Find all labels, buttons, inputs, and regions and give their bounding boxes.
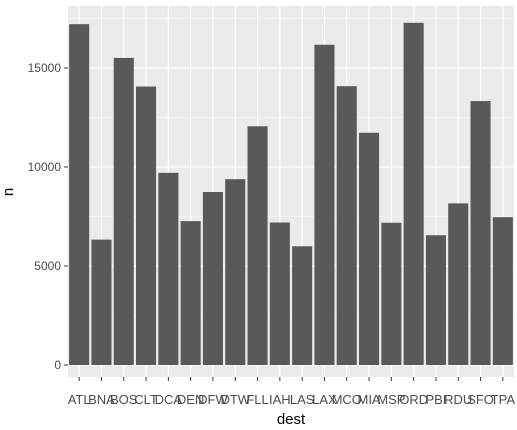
x-tick-label: BNA	[88, 392, 115, 407]
x-tick-label: MSP	[377, 392, 405, 407]
x-tick-label: ATL	[68, 392, 91, 407]
bar-msp	[381, 222, 402, 365]
bar-atl	[69, 24, 90, 365]
bar-clt	[136, 86, 157, 365]
y-tick-label: 0	[54, 358, 61, 372]
x-tick-label: MIA	[357, 392, 380, 407]
y-tick-label: 10000	[28, 160, 62, 174]
x-tick-label: DTW	[220, 392, 250, 407]
y-axis-ticks: 0 5000 10000 15000	[28, 61, 68, 372]
bar-dca	[158, 172, 179, 365]
bar-dfw	[202, 191, 223, 365]
bar-fll	[247, 126, 268, 365]
x-tick-label: SFO	[467, 392, 494, 407]
bar-iah	[269, 222, 290, 365]
bar-den	[180, 221, 201, 365]
x-tick-label: LAX	[312, 392, 337, 407]
x-tick-label: CLT	[134, 392, 158, 407]
bar-mco	[336, 86, 357, 366]
x-tick-label: DEN	[177, 392, 204, 407]
x-tick-label: MCO	[332, 392, 362, 407]
plot-panel	[68, 6, 514, 377]
bar-lax	[314, 44, 335, 366]
bar-tpa	[492, 217, 513, 365]
x-axis-title: dest	[277, 411, 306, 428]
bar-pbi	[425, 235, 446, 365]
x-tick-label: IAH	[269, 392, 291, 407]
bar-las	[292, 246, 313, 365]
x-tick-label: FLL	[246, 392, 268, 407]
bar-ord	[403, 22, 424, 365]
x-tick-label: LAS	[290, 392, 315, 407]
x-tick-label: RDU	[444, 392, 472, 407]
x-tick-label: DFW	[198, 392, 228, 407]
x-tick-label: TPA	[491, 392, 516, 407]
x-tick-label: PBI	[425, 392, 446, 407]
x-tick-label: BOS	[110, 392, 138, 407]
bar-bna	[91, 239, 112, 365]
y-axis-title: n	[0, 188, 17, 196]
x-tick-label: ORD	[399, 392, 428, 407]
x-tick-label: DCA	[155, 392, 183, 407]
bars	[69, 22, 513, 366]
y-tick-label: 15000	[28, 61, 62, 75]
bar-dtw	[225, 179, 246, 365]
y-tick-label: 5000	[34, 259, 61, 273]
bar-bos	[113, 57, 134, 366]
bar-mia	[359, 132, 380, 365]
bar-sfo	[470, 101, 491, 365]
bar-rdu	[448, 203, 469, 365]
